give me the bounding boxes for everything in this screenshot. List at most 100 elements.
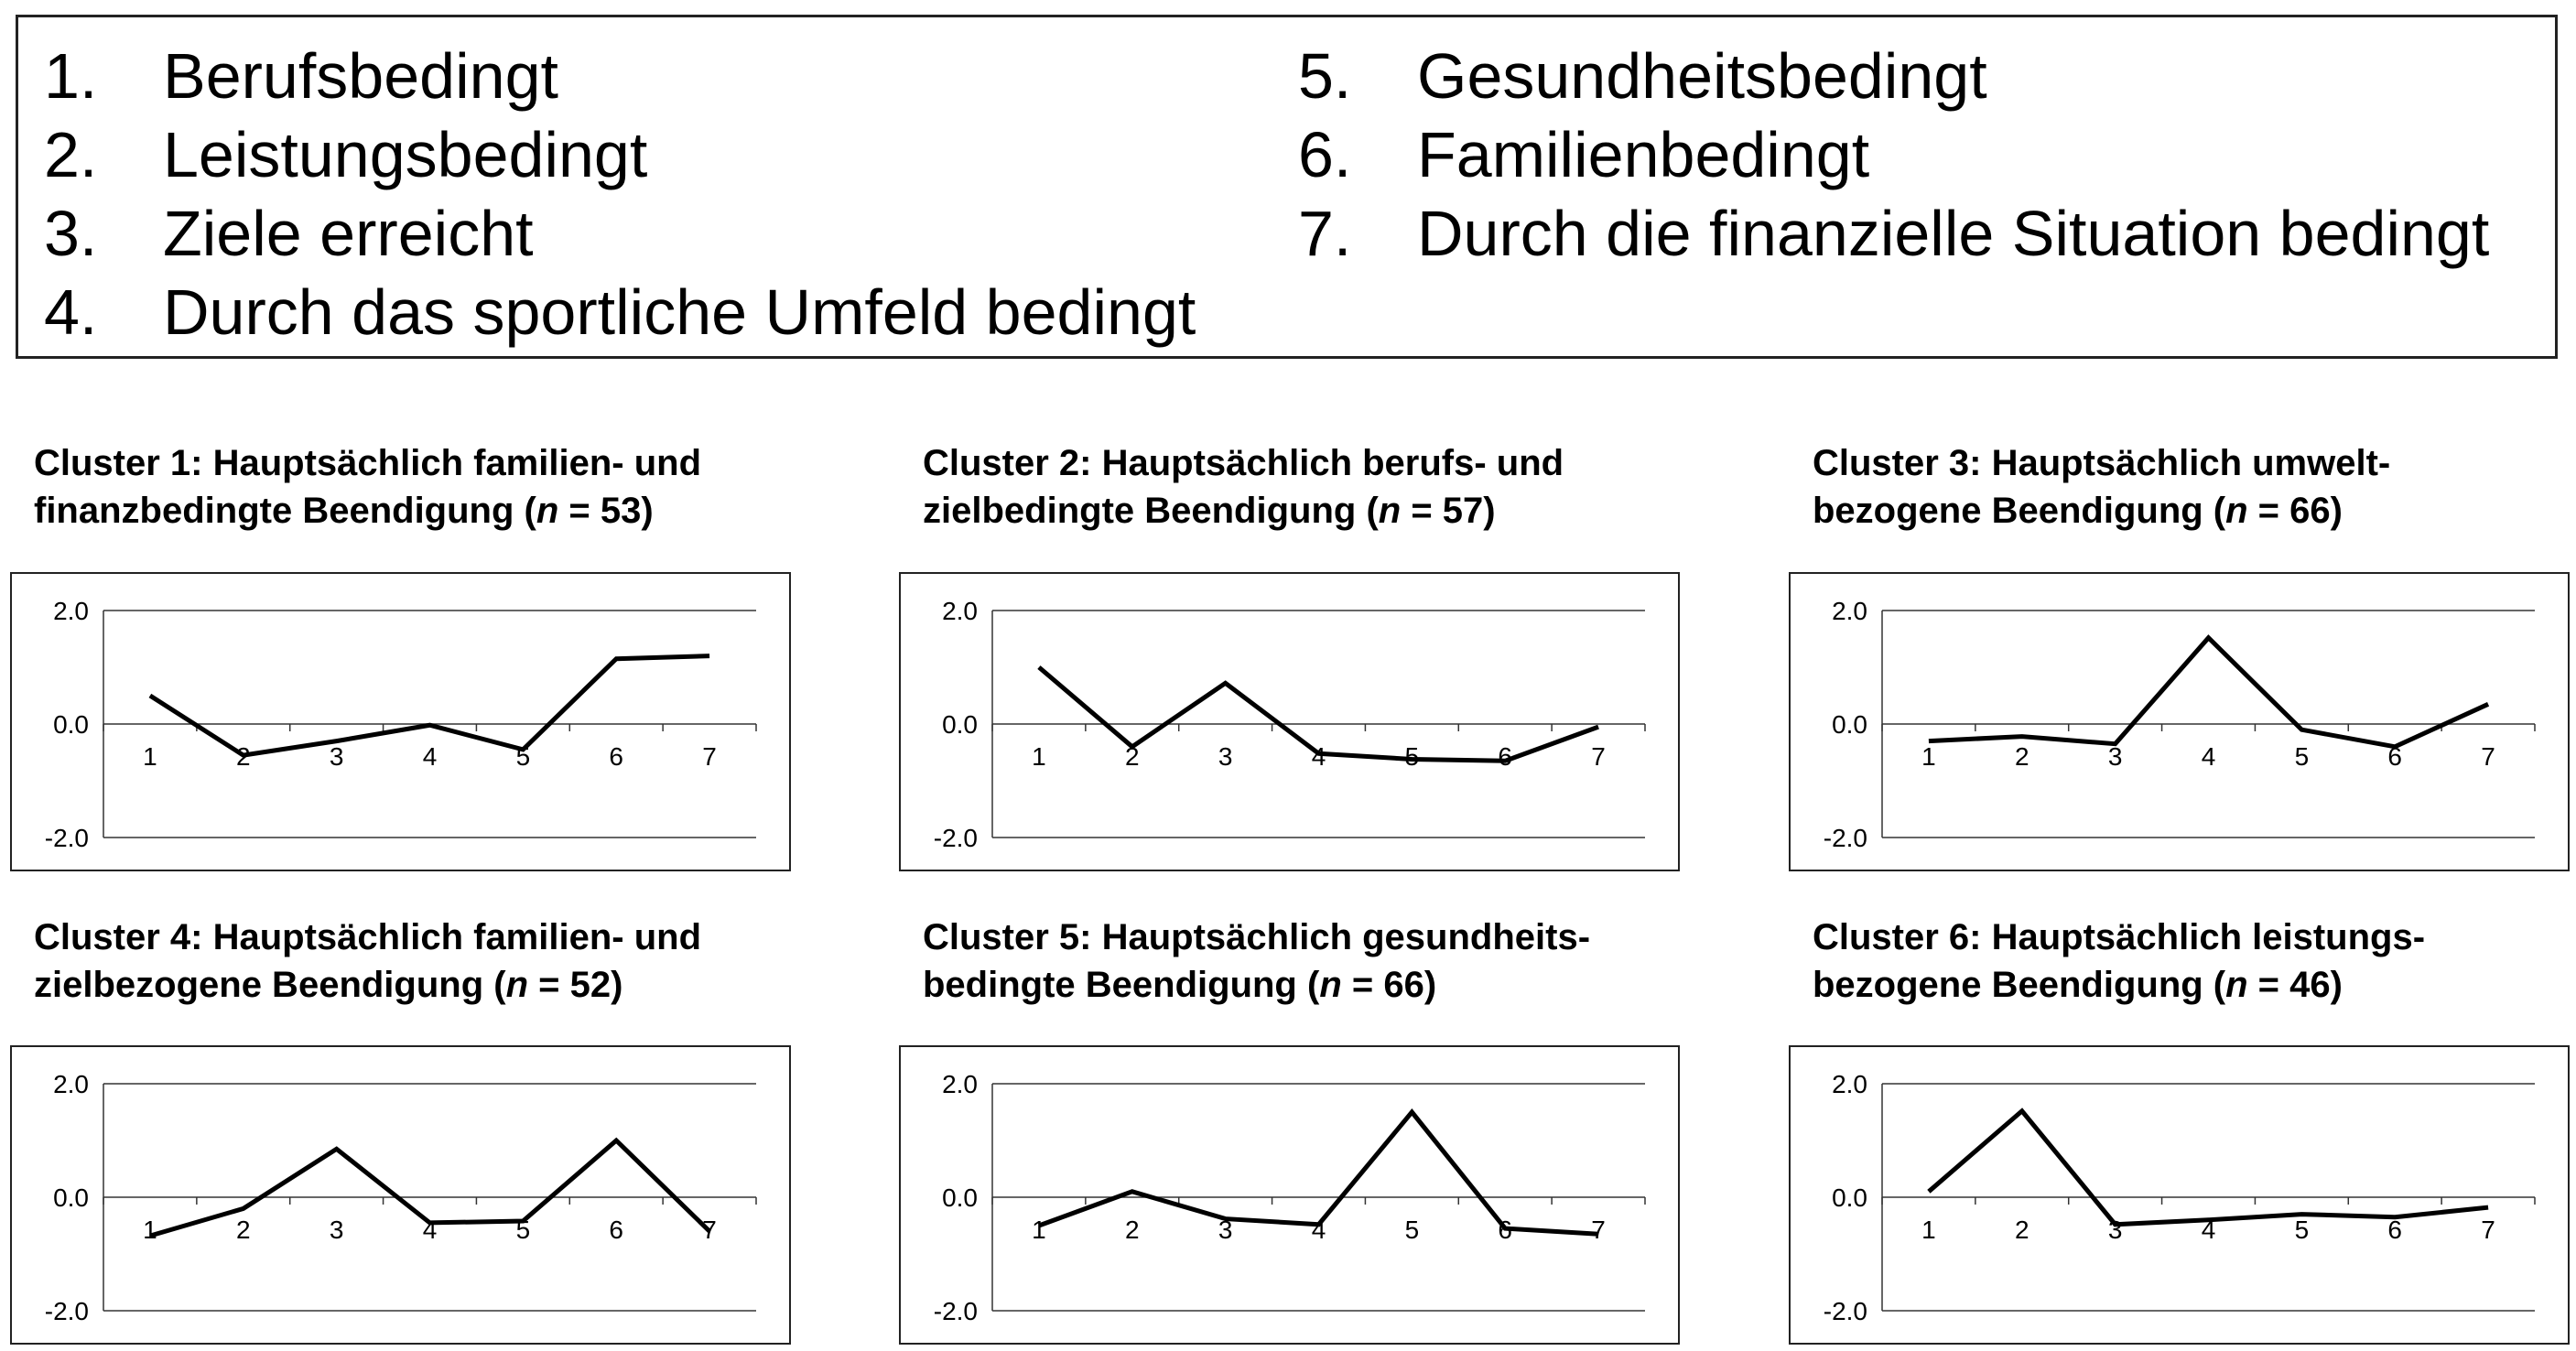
chart-title-line1: Cluster 5: Hauptsächlich gesundheits- [923, 917, 1591, 957]
series-line [1927, 1108, 2489, 1227]
x-tick-label: 4 [2202, 1216, 2216, 1244]
chart-title-n-symbol: n [2225, 491, 2248, 531]
chart-title-line1: Cluster 1: Hauptsächlich familien- und [34, 443, 702, 483]
x-tick-label: 3 [330, 1216, 344, 1244]
x-tick-label: 4 [1312, 742, 1326, 771]
y-tick-label: -2.0 [1824, 1297, 1867, 1325]
x-tick-label: 1 [143, 742, 157, 771]
chart-frame: 2.0 0.0 -2.0 1 2 3 4 5 6 7 [10, 1045, 791, 1345]
chart-title-n-symbol: n [1319, 965, 1342, 1005]
x-tick-label: 3 [1218, 1216, 1233, 1244]
chart-title-count: = 52) [528, 965, 623, 1005]
x-tick-label: 7 [1591, 1216, 1606, 1244]
x-tick-label: 7 [2481, 742, 2495, 771]
x-tick-label: 1 [1921, 1216, 1936, 1244]
x-tick-label: 1 [1921, 742, 1936, 771]
chart-svg: 2.00.0-2.01 2 3 4 5 6 7 [45, 1070, 757, 1325]
chart-title-line2: zielbedingte Beendigung (n = 57) [923, 487, 1564, 535]
legend-label: Berufsbedingt [163, 40, 558, 112]
legend-label: Familienbedingt [1417, 119, 1870, 190]
y-tick-label: 2.0 [1832, 1070, 1867, 1098]
y-tick-label: -2.0 [45, 824, 89, 852]
legend-label: Leistungsbedingt [163, 119, 648, 190]
chart-svg: 2.00.0-2.01 2 3 4 5 6 7 [45, 597, 757, 852]
chart-title-line1: Cluster 2: Hauptsächlich berufs- und [923, 443, 1564, 483]
legend-number: 2. [44, 119, 98, 190]
x-tick-label: 1 [1032, 1216, 1046, 1244]
x-tick-label: 7 [2481, 1216, 2495, 1244]
x-tick-label: 6 [2387, 742, 2402, 771]
chart-title-text: zielbedingte Beendigung ( [923, 491, 1379, 531]
x-tick-label: 1 [1032, 742, 1046, 771]
chart-title-line1: Cluster 6: Hauptsächlich leistungs- [1813, 917, 2426, 957]
legend-number: 4. [44, 276, 98, 348]
x-tick-label: 1 [143, 1216, 157, 1244]
chart-title-count: = 57) [1401, 491, 1496, 531]
y-tick-label: -2.0 [45, 1297, 89, 1325]
chart-title-n-symbol: n [2225, 965, 2248, 1005]
y-tick-label: -2.0 [1824, 824, 1867, 852]
x-tick-label: 3 [330, 742, 344, 771]
chart-title-text: bezogene Beendigung ( [1813, 491, 2226, 531]
chart-frame: 2.0 0.0 -2.0 1 2 3 4 5 6 7 [899, 1045, 1680, 1345]
series-line [148, 654, 710, 758]
chart-title-n-symbol: n [1378, 491, 1402, 531]
series-line [1928, 634, 2490, 750]
chart-title-text: finanzbedingte Beendigung ( [34, 491, 536, 531]
chart-title: Cluster 6: Hauptsächlich leistungs-bezog… [1813, 913, 2425, 1009]
x-tick-label: 7 [702, 742, 717, 771]
chart-title-text: bedingte Beendigung ( [923, 965, 1320, 1005]
y-tick-label: -2.0 [934, 824, 978, 852]
x-tick-label: 6 [1498, 742, 1512, 771]
chart-title-line2: finanzbedingte Beendigung (n = 53) [34, 487, 701, 535]
x-tick-label: 4 [2202, 742, 2216, 771]
x-tick-label: 2 [236, 1216, 251, 1244]
x-tick-label: 6 [2387, 1216, 2402, 1244]
chart-title-line2: zielbezogene Beendigung (n = 52) [34, 961, 701, 1009]
legend-number: 6. [1298, 119, 1352, 190]
series-line [1037, 665, 1599, 763]
y-tick-label: 2.0 [942, 1070, 978, 1098]
x-tick-label: 4 [423, 742, 438, 771]
y-tick-label: 0.0 [1832, 710, 1867, 739]
y-tick-label: 2.0 [1832, 597, 1867, 625]
chart-title: Cluster 1: Hauptsächlich familien- und fi… [34, 439, 701, 535]
chart-title-n-symbol: n [505, 965, 529, 1005]
x-tick-label: 3 [2108, 742, 2123, 771]
chart-title-line1: Cluster 4: Hauptsächlich familien- und [34, 917, 702, 957]
chart-svg: 2.00.0-2.01 2 3 4 5 6 7 [934, 597, 1646, 852]
chart-title-line2: bezogene Beendigung (n = 46) [1813, 961, 2425, 1009]
x-tick-label: 5 [1405, 742, 1420, 771]
series-line [1038, 1108, 1599, 1237]
y-tick-label: 0.0 [942, 1183, 978, 1212]
x-tick-label: 3 [1218, 742, 1233, 771]
chart-title-line1: Cluster 3: Hauptsächlich umwelt- [1813, 443, 2391, 483]
chart-title-n-symbol: n [536, 491, 559, 531]
x-tick-label: 2 [2015, 742, 2029, 771]
x-tick-label: 5 [2295, 742, 2310, 771]
chart-title-count: = 66) [1341, 965, 1437, 1005]
legend-label: Gesundheitsbedingt [1417, 40, 1987, 112]
legend-number: 5. [1298, 40, 1352, 112]
legend-number: 7. [1298, 198, 1352, 269]
legend-box: 1. Berufsbedingt 2. Leistungsbedingt 3. Ziele… [16, 15, 2558, 359]
legend-label: Durch das sportliche Umfeld bedingt [163, 276, 1196, 348]
chart-title-count: = 46) [2247, 965, 2343, 1005]
legend-number: 3. [44, 198, 98, 269]
y-tick-label: 0.0 [942, 710, 978, 739]
y-tick-label: 0.0 [53, 710, 89, 739]
legend-number: 1. [44, 40, 98, 112]
x-tick-label: 6 [609, 1216, 623, 1244]
y-tick-label: 2.0 [942, 597, 978, 625]
chart-svg: 2.00.0-2.01 2 3 4 5 6 7 [934, 1070, 1646, 1325]
legend-label: Durch die finanzielle Situation bedingt [1417, 198, 2490, 269]
chart-title-line2: bezogene Beendigung (n = 66) [1813, 487, 2390, 535]
chart-title-count: = 53) [558, 491, 654, 531]
chart-title-text: zielbezogene Beendigung ( [34, 965, 506, 1005]
chart-title-count: = 66) [2247, 491, 2343, 531]
chart-svg: 2.0 0.0 -2.0 1 2 3 4 5 6 7 [1824, 597, 2536, 852]
x-tick-label: 2 [1125, 1216, 1140, 1244]
chart-title: Cluster 4: Hauptsächlich familien- und zi… [34, 913, 701, 1009]
chart-frame: 2.0 0.0 -2.0 1 2 3 4 5 6 7 [1789, 1045, 2570, 1345]
x-tick-label: 7 [1591, 742, 1606, 771]
